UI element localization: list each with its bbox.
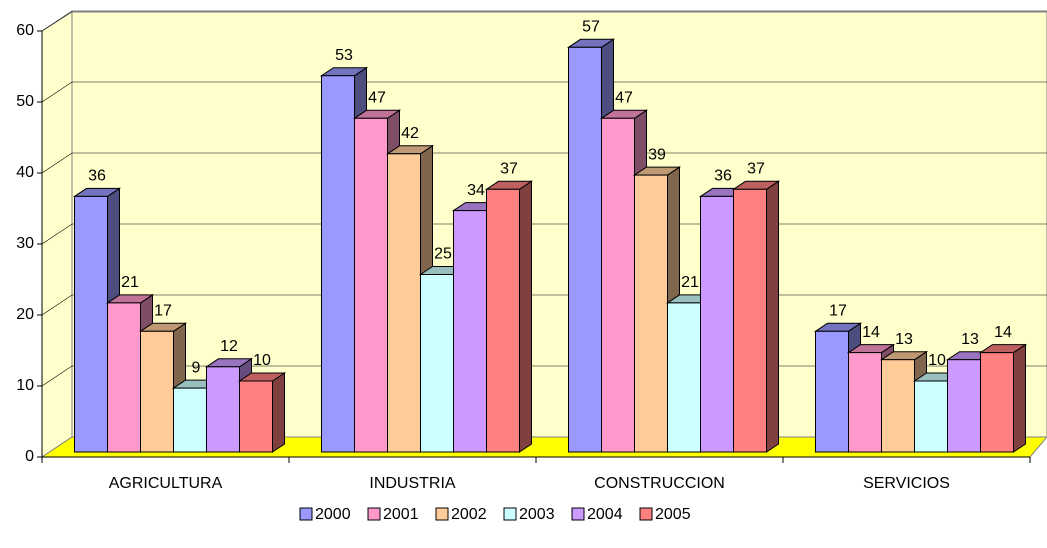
bar	[237, 372, 287, 453]
bar	[978, 343, 1028, 453]
legend-swatch	[435, 507, 449, 521]
data-label: 57	[582, 19, 600, 36]
legend-swatch	[571, 507, 585, 521]
bar-front	[107, 302, 141, 453]
bar-front	[733, 188, 767, 453]
data-label: 13	[961, 331, 979, 348]
data-label: 34	[467, 182, 485, 199]
data-label: 47	[615, 90, 633, 107]
data-label: 12	[220, 338, 238, 355]
grid-line	[41, 81, 1047, 103]
y-tick-label: 20	[16, 306, 34, 323]
bar-side	[272, 372, 285, 453]
y-tick-label: 50	[16, 93, 34, 110]
bar-front	[239, 380, 273, 453]
data-label: 17	[154, 303, 172, 320]
bar-front	[453, 210, 487, 453]
y-tick-label: 40	[16, 164, 34, 181]
bar-front	[848, 352, 882, 453]
bar-front	[206, 366, 240, 453]
bar-front	[321, 75, 355, 453]
data-label: 21	[681, 274, 699, 291]
data-label: 47	[368, 90, 386, 107]
bar-front	[74, 195, 108, 453]
bar-side	[1013, 343, 1026, 453]
data-label: 13	[895, 331, 913, 348]
bar-front	[354, 117, 388, 453]
data-label: 10	[253, 352, 271, 369]
data-label: 37	[747, 161, 765, 178]
legend-swatch	[299, 507, 313, 521]
legend-swatch	[639, 507, 653, 521]
data-label: 9	[192, 359, 201, 376]
data-label: 10	[928, 352, 946, 369]
bar-front	[387, 153, 421, 453]
x-tick-label: INDUSTRIA	[369, 475, 456, 492]
legend-label: 2004	[587, 506, 623, 523]
bar-front	[914, 380, 948, 453]
data-label: 36	[88, 168, 106, 185]
bar-front	[173, 387, 207, 453]
data-label: 37	[500, 161, 518, 178]
data-label: 17	[829, 303, 847, 320]
x-tick-label: CONSTRUCCION	[594, 475, 725, 492]
bar-front	[568, 46, 602, 453]
grid-line	[41, 10, 1047, 32]
y-tick-label: 10	[16, 377, 34, 394]
data-label: 36	[714, 168, 732, 185]
bar-front	[947, 359, 981, 453]
bar-side	[766, 180, 779, 453]
data-label: 21	[121, 274, 139, 291]
bar-side	[519, 180, 532, 453]
data-label: 53	[335, 47, 353, 64]
bar-front	[486, 188, 520, 453]
grid-line	[41, 152, 1047, 174]
bar-front	[881, 359, 915, 453]
data-label: 25	[434, 246, 452, 263]
legend-label: 2000	[315, 506, 351, 523]
legend-label: 2001	[383, 506, 419, 523]
legend-label: 2002	[451, 506, 487, 523]
bar-front	[815, 330, 849, 453]
side-wall	[41, 11, 73, 458]
legend-label: 2005	[655, 506, 691, 523]
bar-front	[667, 302, 701, 453]
bar	[484, 180, 534, 453]
x-tick-label: AGRICULTURA	[109, 475, 223, 492]
data-label: 42	[401, 125, 419, 142]
y-tick-label: 30	[16, 235, 34, 252]
bar-front	[140, 330, 174, 453]
y-tick-label: 0	[25, 448, 34, 465]
bar-front	[601, 117, 635, 453]
data-label: 14	[994, 324, 1012, 341]
y-tick-label: 60	[16, 22, 34, 39]
legend-swatch	[367, 507, 381, 521]
data-label: 14	[862, 324, 880, 341]
data-label: 39	[648, 146, 666, 163]
x-tick-label: SERVICIOS	[863, 475, 950, 492]
bar-front	[634, 174, 668, 453]
bar-front	[700, 195, 734, 453]
bar-front	[420, 274, 454, 453]
legend-label: 2003	[519, 506, 555, 523]
bar	[731, 180, 781, 453]
bar-front	[980, 352, 1014, 453]
legend-swatch	[503, 507, 517, 521]
